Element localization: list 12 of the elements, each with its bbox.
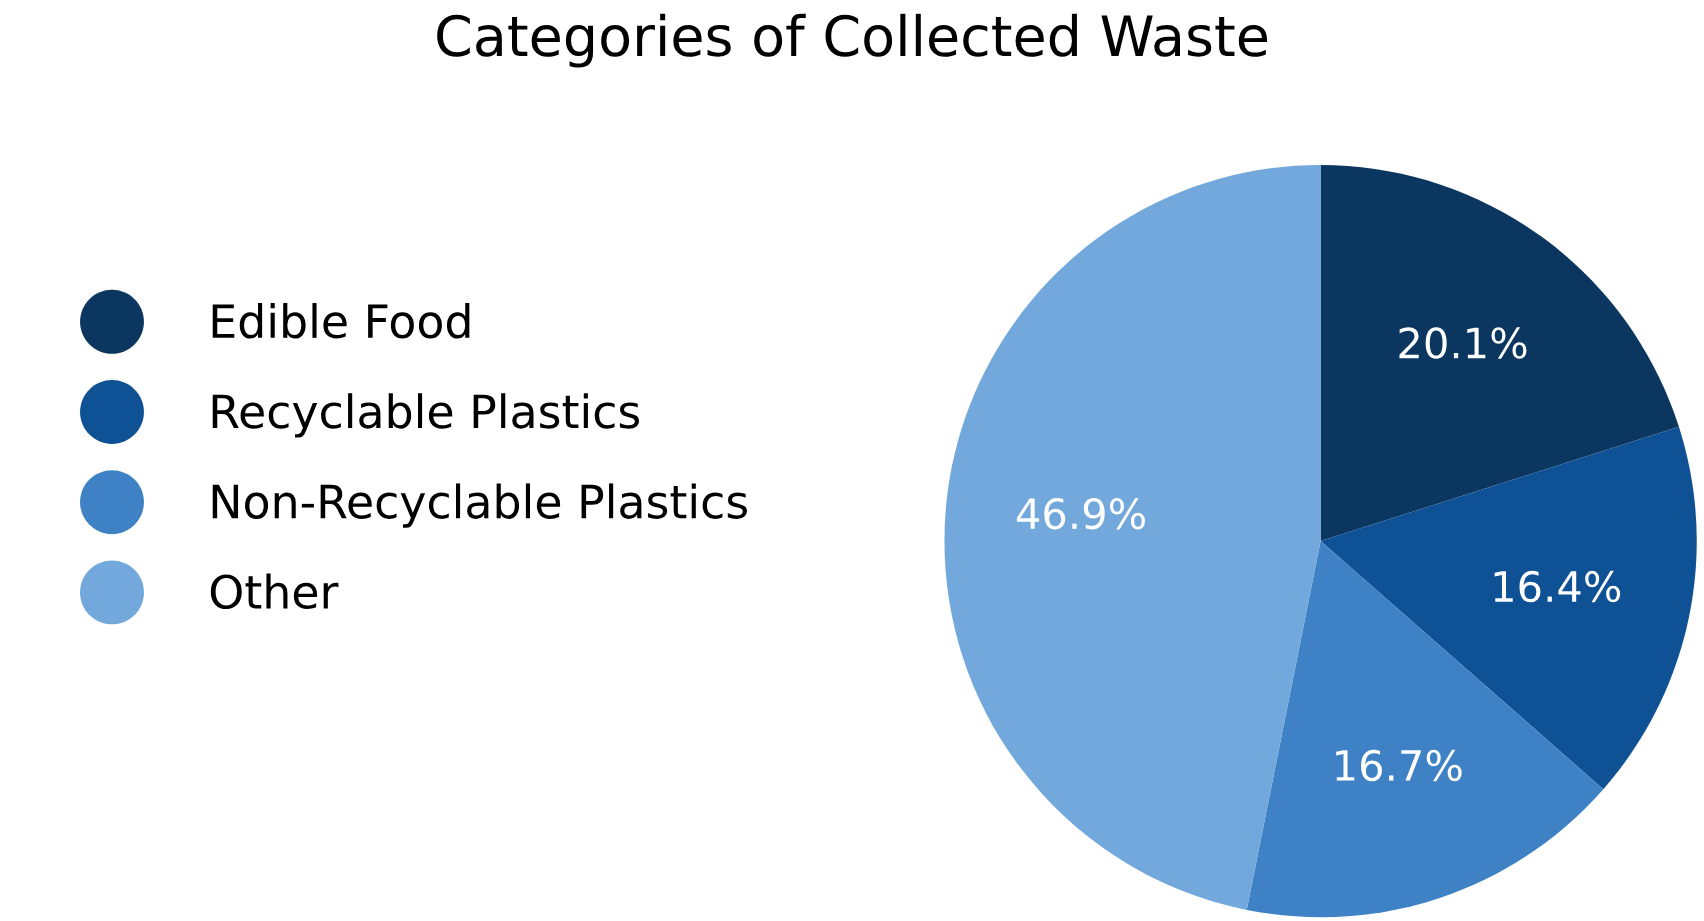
legend-label: Edible Food: [212, 303, 470, 339]
pie-slice: [944, 164, 1321, 910]
pie-slice: [1320, 164, 1679, 542]
chart-title: Categories of Collected Waste: [437, 13, 1267, 68]
data-label: 20.1%: [1399, 327, 1527, 359]
data-label: 16.7%: [1336, 749, 1462, 782]
data-label: 46.9%: [1016, 497, 1145, 530]
data-label: 16.4%: [1494, 570, 1621, 603]
legend-label: Recyclable Plastics: [212, 393, 640, 438]
pie-slice: [1320, 426, 1697, 790]
legend-label: Other: [210, 573, 339, 610]
legend-label: Non-Recyclable Plastics: [212, 483, 747, 528]
